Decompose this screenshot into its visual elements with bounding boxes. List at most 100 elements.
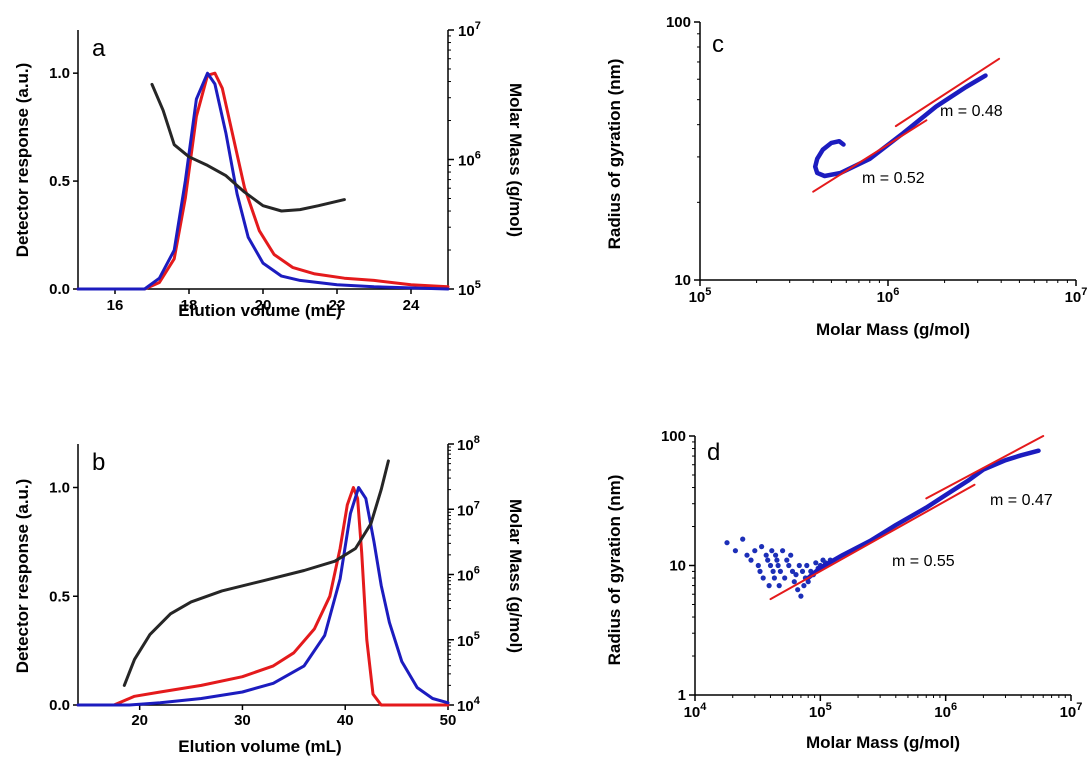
- panel-a-x-tick-label: 22: [329, 297, 346, 314]
- panel-c-annotation-slope-upper: m = 0.48: [940, 103, 1003, 120]
- panel-d-x-tick-label: 106: [934, 701, 957, 721]
- panel-d-data-point: [755, 562, 761, 569]
- panel-b-chart: b Elution volume (mL) Detector response …: [13, 434, 525, 756]
- panel-b-y-tick-label: 0.0: [49, 697, 70, 714]
- panel-a-y2-axis-title: Molar Mass (g/mol): [506, 83, 525, 237]
- panel-c-letter: c: [712, 31, 724, 58]
- panel-c-x-tick-label: 105: [689, 286, 712, 306]
- panel-d-data-point: [766, 583, 772, 589]
- panel-d-data-point: [795, 587, 801, 593]
- panel-a-x-tick-label: 20: [255, 297, 272, 314]
- panel-d-data-point: [775, 562, 781, 569]
- panel-b-x-tick-label: 30: [234, 712, 251, 729]
- panel-c-x-tick-label: 106: [877, 286, 900, 306]
- panel-d-x-tick-label: 105: [809, 701, 832, 721]
- panel-d-data-point: [724, 540, 730, 546]
- panel-d-data-point: [744, 552, 750, 558]
- panel-d-data-point: [771, 575, 778, 581]
- panel-d-data-point: [777, 568, 784, 575]
- panel-b-series-black: [122, 459, 390, 687]
- panel-c-x-tick-label: 107: [1065, 286, 1088, 306]
- panel-a-y2-tick-label: 105: [458, 279, 481, 299]
- panel-b-y2-tick-label: 104: [457, 695, 481, 715]
- panel-d-data-point: [786, 562, 792, 569]
- panel-d-data-point: [767, 562, 774, 569]
- panel-b-series-blue: [76, 486, 450, 707]
- panel-a-x-tick-label: 18: [181, 297, 198, 314]
- panel-c-y-tick-label: 100: [666, 14, 691, 31]
- panel-d-data-point: [782, 575, 788, 581]
- panel-d-data-point: [752, 548, 758, 554]
- panel-d-series-blue-1: [805, 448, 1041, 581]
- panel-c-chart: c Molar Mass (g/mol) Radius of gyration …: [605, 14, 1087, 339]
- panel-a-chart: a Elution volume (mL) Detector response …: [13, 20, 525, 320]
- panel-d-data-point: [774, 557, 780, 563]
- panel-b-x-tick-label: 40: [337, 712, 354, 729]
- panel-d-data-point: [813, 560, 819, 566]
- panel-a-letter: a: [92, 35, 106, 62]
- panel-a-y2-tick-label: 107: [458, 20, 481, 40]
- panel-b-y2-tick-label: 107: [457, 499, 480, 519]
- panel-d-data-point: [789, 568, 796, 575]
- panel-d-data-point: [788, 552, 794, 558]
- panel-d-y-tick-label: 100: [661, 428, 686, 445]
- panel-d-data-point: [784, 557, 790, 563]
- panel-a-x-tick-label: 24: [403, 297, 420, 314]
- panel-d-x-axis-title: Molar Mass (g/mol): [806, 733, 960, 752]
- panel-b-y2-tick-label: 106: [457, 565, 480, 585]
- panel-d-data-point: [759, 544, 765, 550]
- panel-d-y-axis-title: Radius of gyration (nm): [605, 475, 624, 666]
- panel-c-annotation-slope-lower: m = 0.52: [862, 170, 925, 187]
- panel-d-annotation-slope-lower: m = 0.55: [892, 553, 955, 570]
- panel-b-x-tick-label: 20: [131, 712, 148, 729]
- panel-d-data-point: [773, 552, 779, 558]
- panel-b-y2-axis-title: Molar Mass (g/mol): [506, 499, 525, 653]
- panel-d-data-point: [805, 579, 811, 585]
- panel-d-data-point: [796, 562, 802, 569]
- panel-d-data-point: [798, 593, 804, 599]
- panel-b-x-axis-title: Elution volume (mL): [178, 737, 341, 756]
- panel-c-y-tick-label: 10: [674, 272, 691, 289]
- panel-a-series-black: [150, 82, 346, 213]
- panel-a-x-axis-title: Elution volume (mL): [178, 301, 341, 320]
- panel-d-y-tick-label: 10: [669, 558, 686, 575]
- panel-a-series-red: [76, 71, 450, 291]
- panel-d-data-point: [791, 579, 797, 585]
- panel-d-data-point: [769, 548, 775, 554]
- panel-c-x-axis-title: Molar Mass (g/mol): [816, 320, 970, 339]
- panel-d-data-point: [760, 575, 766, 581]
- panel-a-y-tick-label: 0.5: [49, 173, 70, 190]
- panel-b-x-tick-label: 50: [440, 712, 457, 729]
- panel-b-y-tick-label: 0.5: [49, 588, 70, 605]
- panel-a-y-axis-title: Detector response (a.u.): [13, 63, 32, 258]
- panel-d-series-red-3: [925, 435, 1045, 500]
- panel-d-x-tick-label: 107: [1060, 701, 1083, 721]
- panel-a-series-blue: [76, 71, 450, 291]
- panel-d-data-point: [770, 568, 776, 575]
- panel-b-y-tick-label: 1.0: [49, 480, 70, 497]
- panel-c-y-axis-title: Radius of gyration (nm): [605, 59, 624, 250]
- panel-d-data-point: [763, 552, 769, 558]
- panel-b-y2-tick-label: 108: [457, 434, 480, 454]
- panel-b-y-axis-title: Detector response (a.u.): [13, 479, 32, 674]
- panel-d-x-tick-label: 104: [684, 701, 708, 721]
- panel-d-data-point: [801, 583, 807, 589]
- panel-b-y2-tick-label: 105: [457, 630, 480, 650]
- panel-d-data-point: [740, 536, 746, 542]
- panel-b-series-red: [76, 486, 450, 707]
- panel-d-y-tick-label: 1: [678, 687, 686, 704]
- panel-c-series-red-2: [894, 57, 1001, 128]
- panel-c-series-red-1: [812, 119, 928, 193]
- panel-d-data-point: [804, 562, 810, 569]
- panel-a-y-tick-label: 0.0: [49, 281, 70, 298]
- panel-a-y2-tick-label: 106: [458, 150, 481, 170]
- panel-b-letter: b: [92, 449, 105, 476]
- panel-d-data-point: [765, 557, 771, 563]
- panel-d-data-point: [732, 548, 739, 554]
- panel-c-series-blue-0: [812, 73, 988, 179]
- panel-a-x-tick-label: 16: [107, 297, 124, 314]
- panel-d-letter: d: [707, 439, 720, 466]
- panel-d-chart: d Molar Mass (g/mol) Radius of gyration …: [605, 428, 1082, 752]
- panel-d-data-point: [748, 557, 754, 563]
